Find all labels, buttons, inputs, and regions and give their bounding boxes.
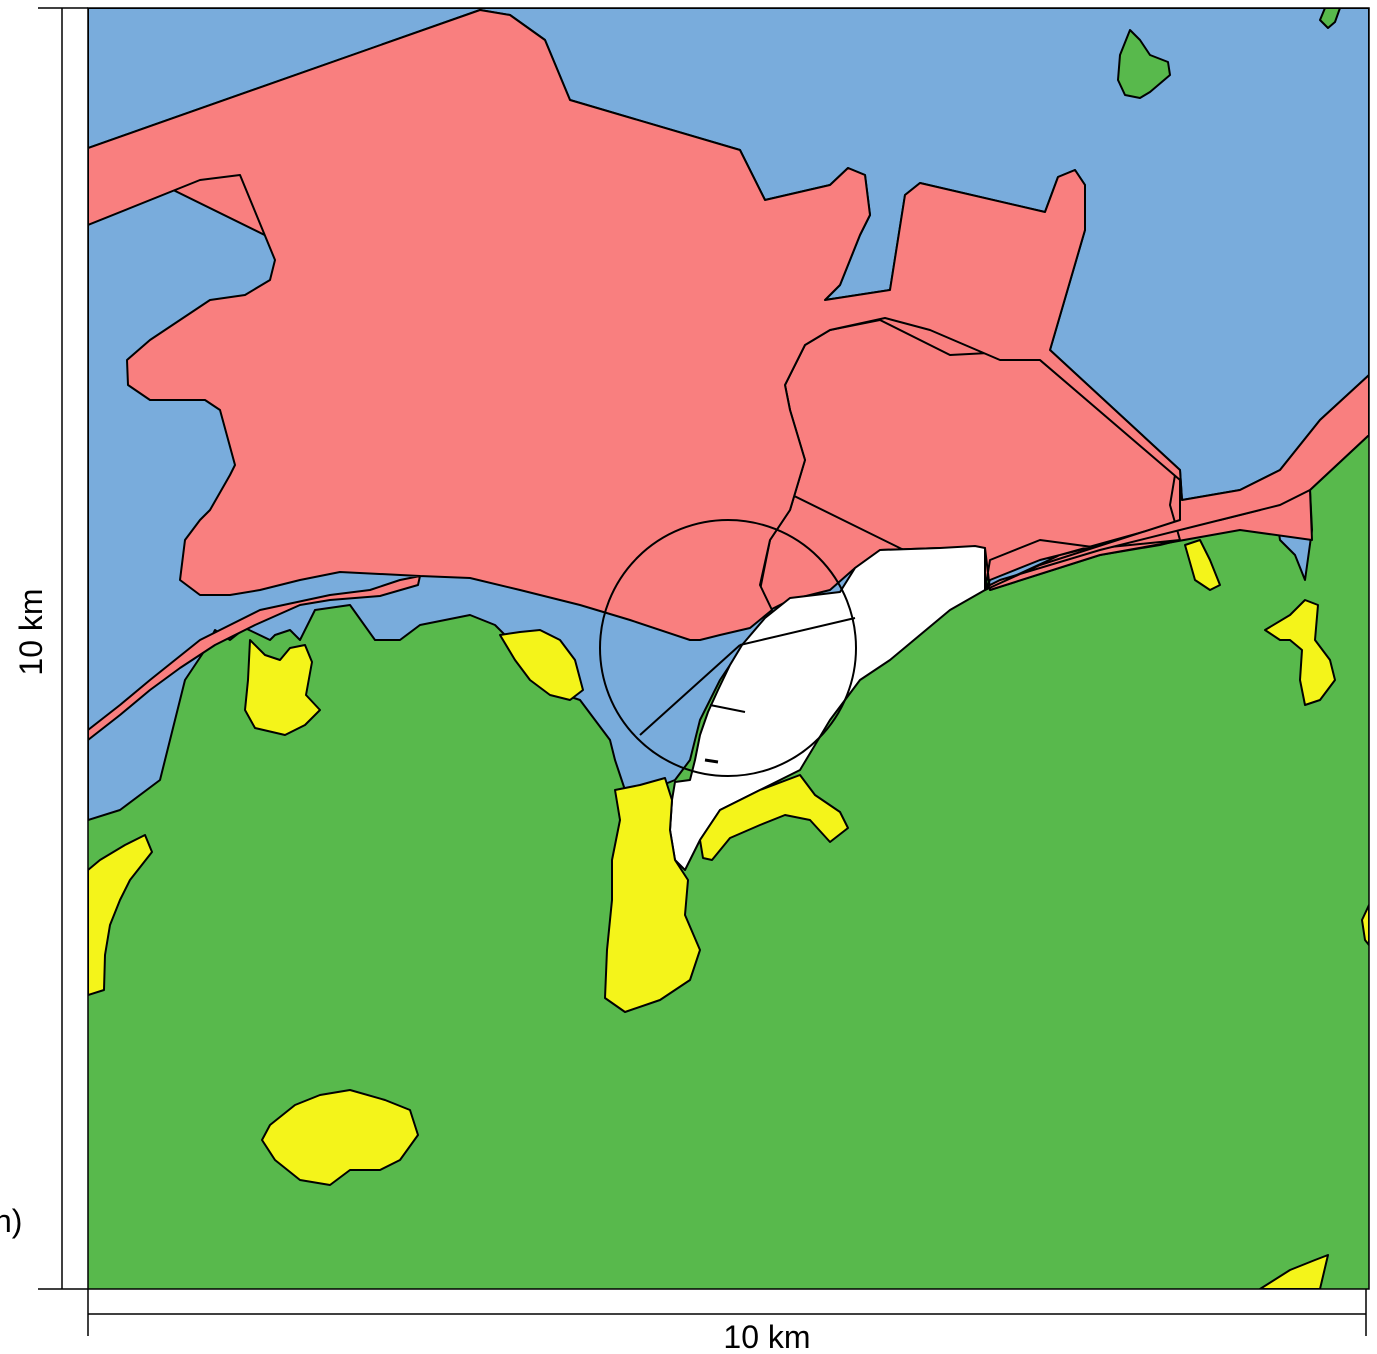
yellow-patch-1 [244,639,321,736]
focus-circle [599,519,857,777]
yellow-patch-8 [261,1089,419,1186]
horizontal-scale-label: 10 km [723,1319,810,1354]
yellow-patch-10 [1361,904,1369,946]
circle-line-1 [639,644,741,736]
yellow-patch-2 [499,629,584,701]
yellow-patch-9 [1259,1254,1329,1289]
vertical-scale-label: 10 km [13,588,49,675]
circle-line-2 [739,617,856,646]
map-layers [88,8,1369,1289]
yellow-patch-7 [1264,599,1336,706]
white-area [669,545,986,871]
road-line-2 [709,704,746,713]
vertical-scale-bar [38,7,88,1290]
island-corner [1319,8,1341,29]
road-line-1 [704,758,719,764]
yellow-patch-5 [88,834,153,996]
edge-text: n) [0,1203,22,1239]
horizontal-scale-bar [87,1289,1367,1336]
yellow-patch-3 [604,777,701,1013]
yellow-patch-6 [1184,539,1221,591]
urban-main [88,9,1369,741]
yellow-patch-4 [699,774,849,861]
island-north [1117,29,1171,99]
map-frame [87,7,1370,1290]
